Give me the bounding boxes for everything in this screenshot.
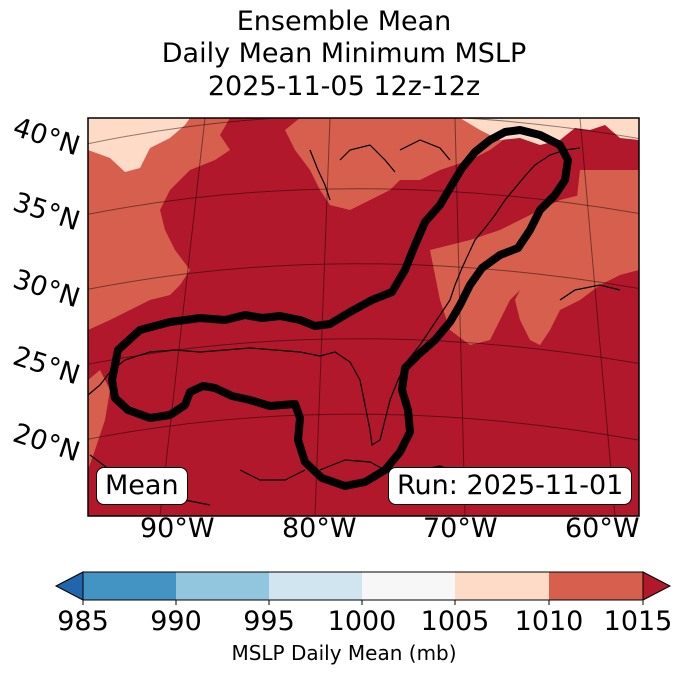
mslp-fill-1005-1010-southwest — [88, 370, 110, 470]
colorbar-tick-1000: 1000 — [327, 606, 397, 637]
lon-label-70w: 70°W — [423, 513, 498, 544]
run-date-box: Run: 2025-11-01 — [388, 467, 633, 505]
colorbar-segment-990-995 — [176, 572, 269, 600]
mslp-fill-1005-1010-north — [88, 118, 230, 330]
graticule — [88, 118, 639, 516]
colorbar-tick-985: 985 — [57, 606, 109, 637]
colorbar-segment-995-1000 — [269, 572, 362, 600]
colorbar-segment-1005-1010 — [455, 572, 549, 600]
colorbar-extend-high — [642, 571, 672, 601]
colorbar-title: MSLP Daily Mean (mb) — [231, 641, 457, 665]
mslp-fill-1005-1010-atlantic — [430, 195, 590, 345]
colorbar-segment-1000-1005 — [362, 572, 455, 600]
lon-label-80w: 80°W — [282, 513, 357, 544]
title-line-3: 2025-11-05 12z-12z — [207, 71, 481, 102]
colorbar-tick-995: 995 — [243, 606, 295, 637]
mslp-fill-1005-1010-lakes — [285, 118, 520, 210]
colorbar-extend-low — [54, 571, 84, 601]
colorbar-tick-990: 990 — [150, 606, 202, 637]
lon-label-90w: 90°W — [140, 513, 215, 544]
colorbar-tick-1015: 1015 — [603, 606, 673, 637]
colorbar — [54, 571, 672, 605]
colorbar-tick-1005: 1005 — [420, 606, 490, 637]
colorbar-tick-1010: 1010 — [514, 606, 584, 637]
colorbar-segment-985-990 — [83, 572, 176, 600]
colorbar-frame — [82, 571, 644, 601]
title-line-2: Daily Mean Minimum MSLP — [161, 38, 527, 69]
mslp-fill-1000-1005-northeast — [460, 118, 639, 145]
map-frame — [87, 117, 640, 517]
mean-box: Mean — [96, 467, 188, 505]
colorbar-segment-1010-1015 — [549, 572, 643, 600]
title-line-1: Ensemble Mean — [236, 6, 452, 37]
lon-label-60w: 60°W — [565, 513, 640, 544]
mslp-fill-1000-1005-northwest — [88, 118, 190, 172]
mslp-fill-1005-1010-east — [515, 170, 639, 345]
mslp-contour-1010 — [108, 126, 572, 490]
